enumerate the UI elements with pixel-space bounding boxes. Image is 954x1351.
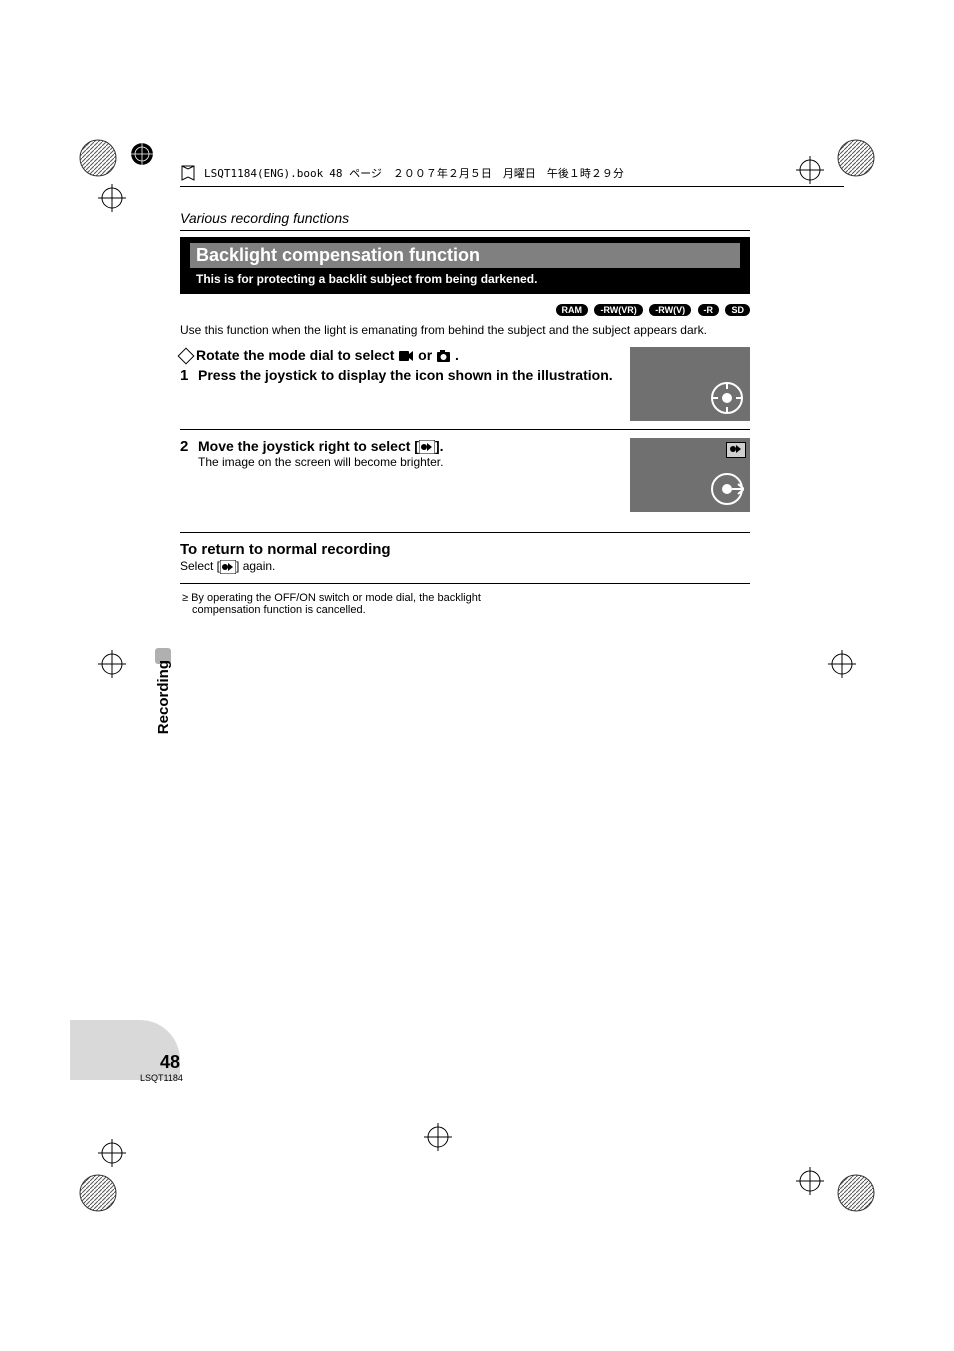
page-number: 48 bbox=[140, 1052, 180, 1073]
registration-mark-icon bbox=[98, 1139, 126, 1167]
illustration-thumb-2 bbox=[630, 438, 750, 512]
rotate-prefix: Rotate the mode dial to select bbox=[196, 347, 398, 363]
joystick-wheel-icon bbox=[710, 381, 744, 415]
return-heading: To return to normal recording bbox=[180, 541, 750, 558]
joystick-wheel-right-icon bbox=[710, 472, 744, 506]
step2-sub: The image on the screen will become brig… bbox=[198, 455, 620, 469]
step1-number: 1 bbox=[180, 367, 198, 384]
step2-suffix: ]. bbox=[435, 438, 444, 454]
format-badges: RAM -RW(VR) -RW(V) -R SD bbox=[180, 300, 750, 318]
badge-ram: RAM bbox=[556, 304, 589, 316]
header-filename: LSQT1184(ENG).book bbox=[204, 167, 323, 180]
step2-text-wrap: 2 Move the joystick right to select []. … bbox=[180, 438, 620, 512]
rotate-middle: or bbox=[418, 347, 436, 363]
book-icon bbox=[180, 164, 198, 182]
registration-mark-icon bbox=[828, 650, 856, 678]
badge-r: -R bbox=[698, 304, 720, 316]
header-pageref: 48 ページ ２００７年２月５日 月曜日 午後１時２９分 bbox=[329, 165, 624, 181]
return-suffix: ] again. bbox=[236, 559, 275, 573]
photo-mode-icon bbox=[436, 349, 451, 363]
section-label: Various recording functions bbox=[180, 210, 750, 231]
return-body: Select [ ] again. bbox=[180, 558, 750, 575]
registration-mark-icon bbox=[98, 650, 126, 678]
registration-mark-icon bbox=[98, 184, 126, 212]
step1-text: Press the joystick to display the icon s… bbox=[198, 367, 613, 384]
registration-mark-icon bbox=[128, 140, 156, 168]
divider bbox=[180, 532, 750, 533]
backlight-icon bbox=[419, 440, 435, 454]
backlight-osd-icon bbox=[726, 442, 746, 458]
header-line: LSQT1184(ENG).book 48 ページ ２００７年２月５日 月曜日 … bbox=[180, 164, 844, 187]
divider bbox=[180, 583, 750, 584]
diamond-icon bbox=[178, 348, 195, 365]
return-prefix: Select [ bbox=[180, 559, 220, 573]
illustration-thumb-1 bbox=[630, 347, 750, 421]
corner-ornament-icon bbox=[78, 138, 118, 178]
video-mode-icon bbox=[398, 349, 414, 363]
badge-rwvr: -RW(VR) bbox=[594, 304, 642, 316]
side-label: Recording bbox=[155, 660, 172, 734]
step2-prefix: Move the joystick right to select [ bbox=[198, 438, 419, 454]
step2-number: 2 bbox=[180, 438, 198, 455]
backlight-icon bbox=[220, 560, 236, 574]
corner-ornament-icon bbox=[78, 1173, 118, 1213]
rotate-step-text: Rotate the mode dial to select or . 1 Pr… bbox=[180, 347, 620, 421]
page-title: Backlight compensation function bbox=[190, 243, 740, 268]
content-area: Various recording functions Backlight co… bbox=[180, 210, 750, 616]
corner-ornament-icon bbox=[836, 1173, 876, 1213]
intro-text: Use this function when the light is eman… bbox=[180, 322, 750, 339]
note-text: By operating the OFF/ON switch or mode d… bbox=[191, 592, 481, 616]
divider bbox=[180, 429, 750, 430]
rotate-step-block: Rotate the mode dial to select or . 1 Pr… bbox=[180, 347, 750, 421]
note-bullet: ≥ By operating the OFF/ON switch or mode… bbox=[180, 592, 492, 616]
title-block: Backlight compensation function This is … bbox=[180, 237, 750, 294]
step2-block: 2 Move the joystick right to select []. … bbox=[180, 438, 750, 512]
registration-mark-icon bbox=[796, 1167, 824, 1195]
badge-rwv: -RW(V) bbox=[649, 304, 691, 316]
badge-sd: SD bbox=[725, 304, 750, 316]
page-subtitle: This is for protecting a backlit subject… bbox=[190, 268, 740, 286]
page-number-block: 48 LSQT1184 bbox=[140, 1052, 180, 1083]
step2-text: Move the joystick right to select []. bbox=[198, 438, 444, 455]
registration-mark-icon bbox=[424, 1123, 452, 1151]
page-code: LSQT1184 bbox=[140, 1073, 180, 1083]
rotate-suffix: . bbox=[455, 347, 459, 363]
